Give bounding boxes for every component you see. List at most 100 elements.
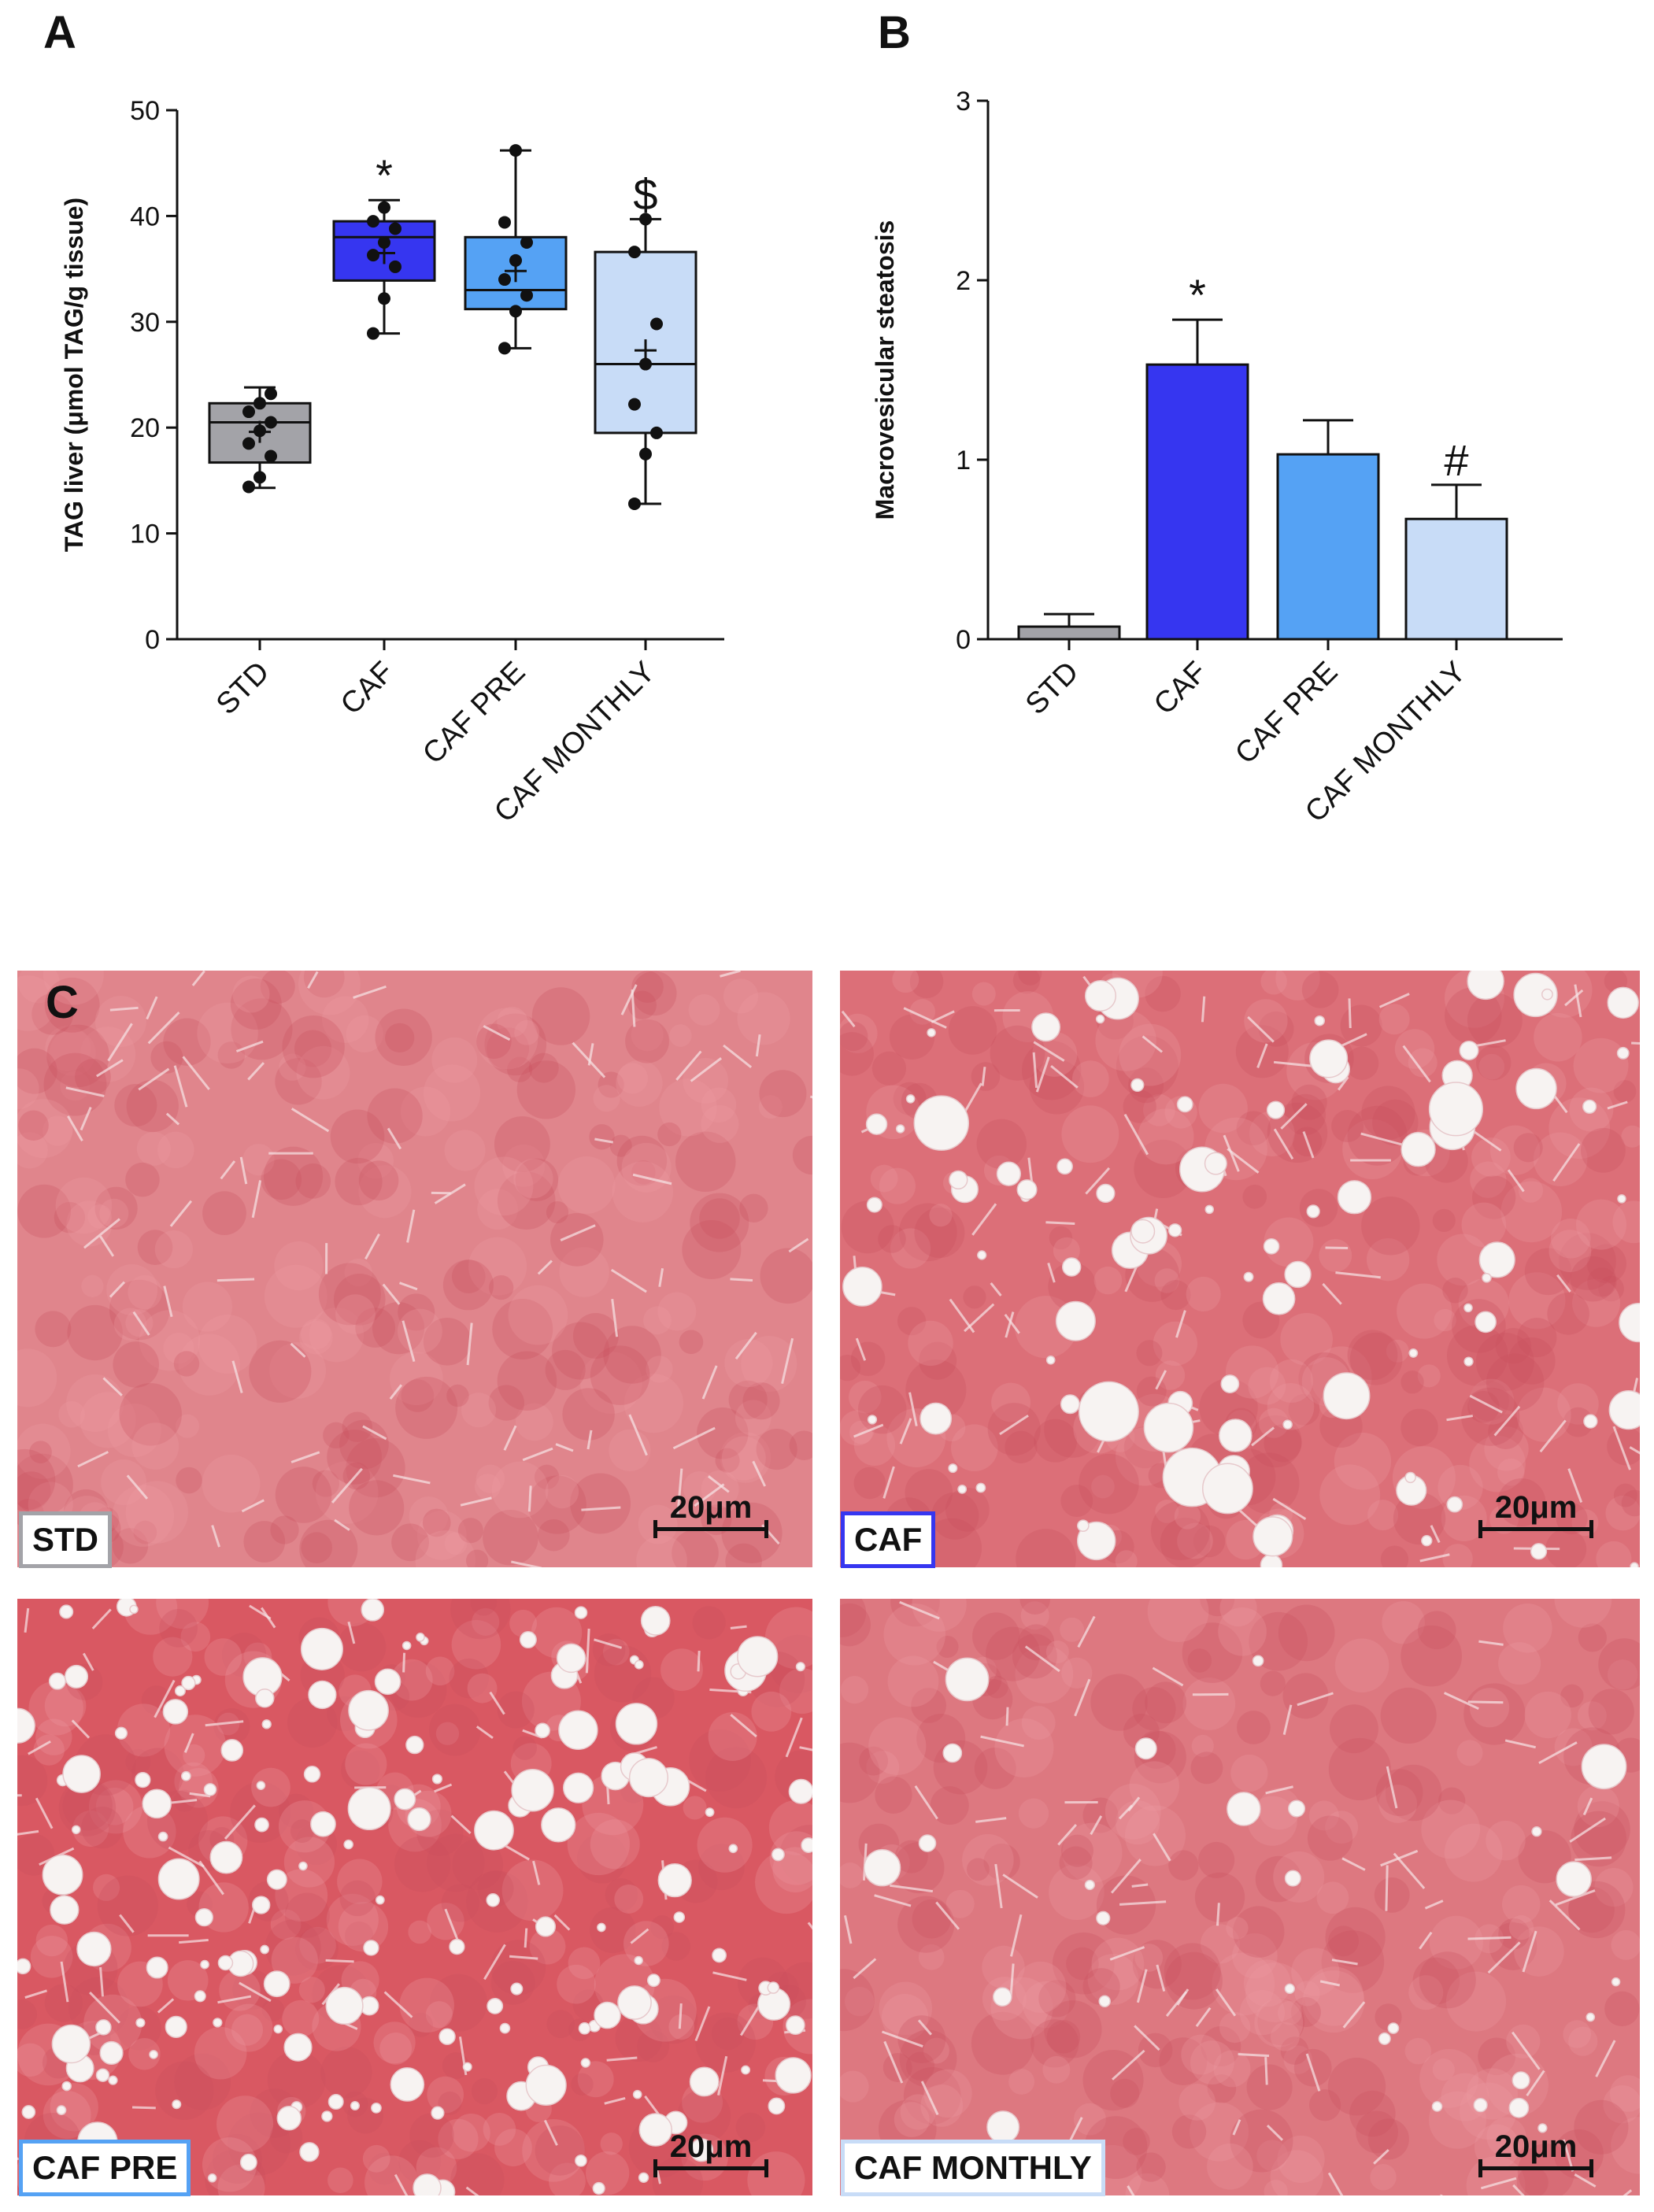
data-point bbox=[628, 398, 641, 411]
sinusoid bbox=[509, 1955, 538, 1960]
tissue-cell bbox=[265, 1919, 321, 1976]
tissue-cell bbox=[768, 1634, 812, 1693]
sinusoid bbox=[1057, 1823, 1078, 1846]
tissue-cell bbox=[1198, 1841, 1235, 1879]
tissue-cell bbox=[779, 1668, 812, 1714]
sinusoid bbox=[1216, 1903, 1220, 1926]
lipid-droplet bbox=[21, 2105, 36, 2119]
tissue-cell bbox=[1604, 1991, 1640, 2027]
lipid-droplet bbox=[308, 1680, 337, 1710]
y-tick-label: 0 bbox=[956, 625, 971, 655]
tissue-cell bbox=[923, 2069, 972, 2118]
tissue-cell bbox=[260, 971, 295, 1004]
tissue-cell bbox=[75, 1059, 111, 1095]
lipid-droplet bbox=[371, 2103, 382, 2114]
tissue-cell bbox=[516, 1060, 576, 1119]
tissue-cell bbox=[46, 1024, 109, 1088]
tissue-cell bbox=[50, 2083, 98, 2132]
tissue-cell bbox=[1136, 2152, 1166, 2182]
tissue-cell bbox=[1506, 2024, 1541, 2059]
tissue-cell bbox=[1327, 2058, 1386, 2116]
tissue-cell bbox=[309, 1308, 364, 1363]
tissue-cell bbox=[1190, 2102, 1249, 2162]
tissue-cell bbox=[661, 1932, 691, 1961]
tissue-cell bbox=[894, 2102, 930, 2138]
tissue-cell bbox=[1308, 1800, 1339, 1831]
sinusoid bbox=[964, 1303, 995, 1333]
tissue-cell bbox=[705, 1747, 768, 1809]
tissue-cell bbox=[853, 1424, 896, 1466]
sinusoid bbox=[247, 1062, 265, 1081]
tissue-cell bbox=[333, 1273, 386, 1326]
tissue-cell bbox=[242, 1143, 275, 1176]
tissue-cell bbox=[1059, 1846, 1093, 1880]
tissue-cell bbox=[688, 994, 720, 1026]
tissue-cell bbox=[545, 1474, 579, 1509]
lipid-droplet bbox=[673, 1911, 686, 1923]
tissue-cell bbox=[451, 1260, 486, 1293]
tissue-cell bbox=[1568, 1887, 1615, 1933]
sinusoid bbox=[690, 1057, 722, 1082]
sinusoid bbox=[1556, 1274, 1571, 1293]
tissue-cell bbox=[1190, 2040, 1234, 2084]
tissue-cell bbox=[1093, 1266, 1123, 1295]
tissue-cell bbox=[17, 975, 56, 1031]
sinusoid bbox=[1469, 1394, 1503, 1414]
sinusoid bbox=[1155, 1370, 1167, 1390]
lipid-droplet bbox=[1583, 1414, 1598, 1429]
sinusoid bbox=[24, 1607, 30, 1633]
sinusoid bbox=[239, 1981, 272, 2003]
sinusoid bbox=[1156, 1964, 1166, 1992]
lipid-droplet bbox=[866, 1197, 883, 1213]
tissue-cell bbox=[972, 1612, 1020, 1660]
tissue-cell bbox=[971, 1062, 1001, 1091]
sinusoid bbox=[1024, 1645, 1060, 1673]
sinusoid bbox=[165, 1112, 180, 1126]
tissue-cell bbox=[1401, 1408, 1438, 1447]
sinusoid bbox=[1074, 1678, 1091, 1717]
sinusoid bbox=[1504, 1739, 1536, 1749]
tissue-cell bbox=[857, 1385, 907, 1434]
tissue-cell bbox=[668, 2014, 695, 2040]
lipid-droplet bbox=[775, 2057, 812, 2094]
sinusoid bbox=[1538, 1741, 1578, 1764]
sinusoid bbox=[1402, 1045, 1431, 1083]
y-tick-label: 30 bbox=[130, 308, 160, 338]
data-point bbox=[520, 289, 533, 302]
tissue-cell bbox=[1374, 1877, 1410, 1913]
tissue-cell bbox=[724, 1339, 773, 1388]
lipid-droplet bbox=[394, 1788, 416, 1811]
tissue-cell bbox=[68, 1977, 129, 2038]
tag-liver-boxplot: 0 10 20 30 40 50 TAG liver (μmol TAG/g tissue)… bbox=[60, 96, 724, 829]
sinusoid bbox=[631, 989, 636, 1027]
tissue-cell bbox=[515, 1403, 553, 1441]
sinusoid bbox=[524, 1928, 528, 1948]
tissue-cell bbox=[514, 1019, 540, 1045]
lipid-droplet bbox=[1387, 2022, 1400, 2034]
tissue-cell bbox=[1554, 1599, 1612, 1628]
sinusoid bbox=[685, 1778, 707, 1792]
sinusoid bbox=[290, 1451, 320, 1463]
lipid-droplet bbox=[640, 1605, 671, 1636]
tissue-cell bbox=[153, 1637, 193, 1677]
lipid-droplet bbox=[95, 2019, 112, 2036]
lipid-droplet bbox=[1076, 1519, 1090, 1533]
tissue-cell bbox=[29, 1441, 52, 1463]
lipid-droplet bbox=[343, 1839, 353, 1850]
tissue-cell bbox=[751, 1691, 792, 1732]
tissue-cell bbox=[994, 1718, 1054, 1778]
tissue-cell bbox=[1164, 1943, 1221, 2000]
tissue-cell bbox=[133, 1520, 157, 1544]
lipid-droplet bbox=[1252, 1655, 1264, 1667]
tissue-cell bbox=[385, 1023, 415, 1053]
tissue-cell bbox=[1230, 2109, 1293, 2173]
tissue-cell bbox=[737, 992, 790, 1045]
tissue-cell bbox=[572, 1313, 619, 1359]
tissue-cell bbox=[1145, 1681, 1187, 1724]
lipid-droplet bbox=[638, 2172, 649, 2183]
sinusoid bbox=[935, 1901, 960, 1930]
sinusoid bbox=[1232, 2119, 1241, 2136]
sinusoid bbox=[65, 1086, 105, 1097]
tissue-cell bbox=[1066, 1947, 1099, 1981]
sinusoid bbox=[1378, 993, 1410, 1008]
